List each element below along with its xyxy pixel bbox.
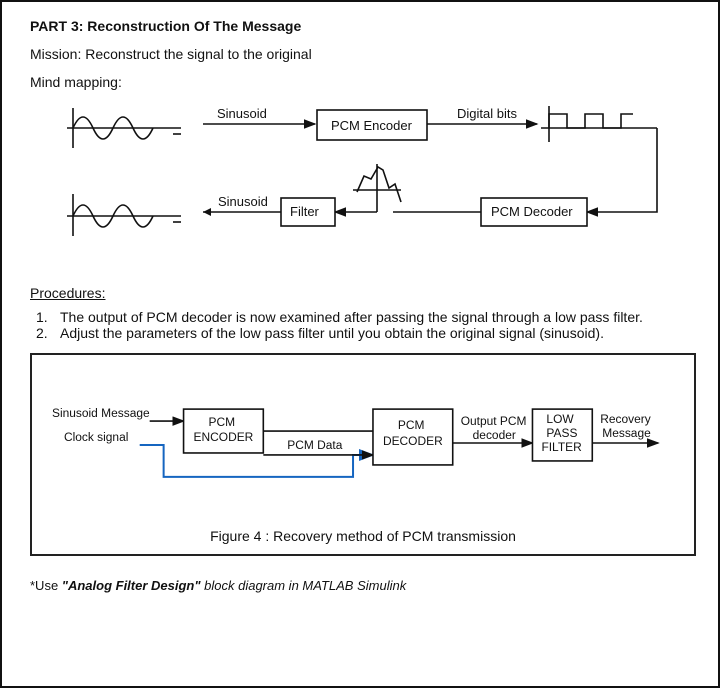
output-pcm-label2: decoder (473, 428, 516, 442)
mission-text: Mission: Reconstruct the signal to the o… (30, 46, 696, 62)
lpf-text2: PASS (546, 426, 577, 440)
mind-map-diagram: Sinusoid PCM Encoder Digital bits PCM De… (30, 94, 696, 274)
pcm-decoder-text2: DECODER (383, 434, 443, 448)
figure-4-frame: Sinusoid Message PCM ENCODER Clock signa… (30, 353, 696, 556)
matlab-note: *Use "Analog Filter Design" block diagra… (30, 578, 696, 593)
list-text: The output of PCM decoder is now examine… (60, 309, 696, 325)
list-text: Adjust the parameters of the low pass fi… (60, 325, 696, 341)
note-rest: block diagram in MATLAB Simulink (201, 578, 407, 593)
figure-4-diagram: Sinusoid Message PCM ENCODER Clock signa… (44, 373, 682, 513)
procedures-heading: Procedures: (30, 285, 696, 301)
pcm-data-label: PCM Data (287, 438, 342, 452)
list-item: 2. Adjust the parameters of the low pass… (36, 325, 696, 341)
mind-mapping-label: Mind mapping: (30, 74, 696, 90)
note-bold: "Analog Filter Design" (62, 578, 201, 593)
stair-wave-icon (353, 164, 401, 202)
page: PART 3: Reconstruction Of The Message Mi… (0, 0, 720, 688)
lpf-text1: LOW (546, 412, 574, 426)
recovery-label2: Message (602, 426, 651, 440)
sinusoid-message-label: Sinusoid Message (52, 406, 150, 420)
procedures-list: 1. The output of PCM decoder is now exam… (36, 309, 696, 341)
square-wave-icon (541, 106, 657, 142)
list-number: 1. (36, 309, 60, 325)
filter-label: Filter (290, 204, 320, 219)
list-item: 1. The output of PCM decoder is now exam… (36, 309, 696, 325)
note-prefix: *Use (30, 578, 62, 593)
output-pcm-label1: Output PCM (461, 414, 527, 428)
sine-wave-icon (67, 108, 181, 148)
digital-bits-label: Digital bits (457, 106, 517, 121)
figure-4-caption: Figure 4 : Recovery method of PCM transm… (44, 528, 682, 544)
pcm-decoder-text1: PCM (398, 418, 425, 432)
lpf-text3: FILTER (541, 440, 582, 454)
pcm-encoder-label: PCM Encoder (331, 118, 413, 133)
sine-wave-output-icon (67, 194, 181, 236)
clock-signal-label: Clock signal (64, 430, 128, 444)
pcm-decoder-label: PCM Decoder (491, 204, 573, 219)
pcm-encoder-text2: ENCODER (194, 430, 254, 444)
sinusoid-label-bottom: Sinusoid (218, 194, 268, 209)
recovery-label1: Recovery (600, 412, 651, 426)
pcm-encoder-text1: PCM (208, 415, 235, 429)
sinusoid-label-top: Sinusoid (217, 106, 267, 121)
part-title: PART 3: Reconstruction Of The Message (30, 18, 696, 34)
list-number: 2. (36, 325, 60, 341)
